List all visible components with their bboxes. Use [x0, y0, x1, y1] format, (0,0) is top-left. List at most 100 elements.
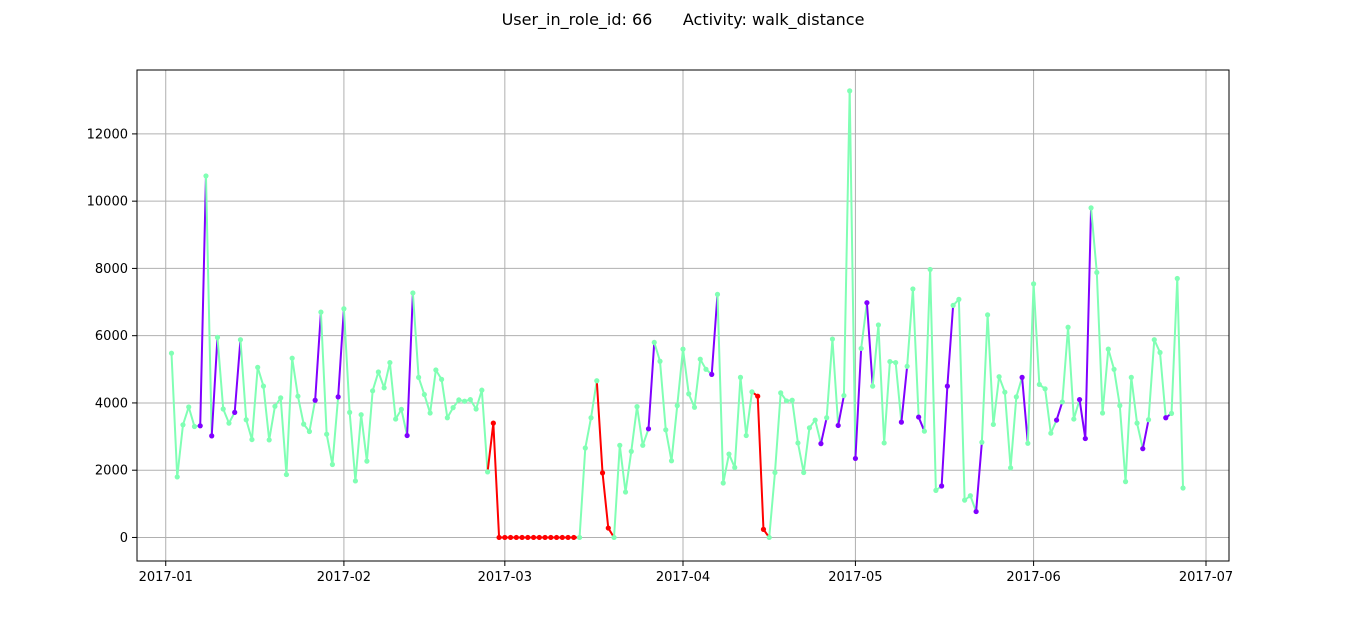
data-point	[611, 534, 617, 541]
series-segment	[814, 419, 822, 445]
series-segment	[262, 385, 271, 441]
series-segment	[1095, 271, 1104, 415]
series-segment	[1044, 387, 1052, 435]
series-segment	[957, 298, 966, 502]
x-axis: 2017-01 2017-02 2017-03 2017-04 2017-05 2017-…	[139, 561, 1233, 585]
data-point	[755, 393, 761, 399]
series-segment	[975, 441, 983, 513]
data-point	[950, 302, 956, 309]
series-segment	[1084, 206, 1093, 440]
data-point	[312, 397, 318, 403]
series-segment	[716, 293, 725, 484]
data-point	[1076, 396, 1083, 403]
data-point	[933, 487, 939, 493]
data-point	[617, 442, 623, 448]
data-point	[525, 534, 531, 541]
data-point	[180, 422, 186, 428]
series-segment	[256, 366, 265, 388]
series-segment	[1170, 277, 1179, 415]
data-point	[841, 392, 847, 399]
data-point	[939, 483, 945, 489]
series-segment	[998, 375, 1006, 394]
series-segment	[291, 357, 299, 398]
series-segment	[877, 323, 886, 444]
data-point	[985, 312, 991, 318]
series-segment	[1003, 391, 1012, 469]
series-segment	[1015, 376, 1024, 398]
data-point	[852, 455, 859, 462]
y-tick-label: 6000	[95, 329, 128, 344]
data-point	[318, 309, 324, 315]
data-point	[818, 441, 824, 447]
series-segment	[337, 307, 345, 398]
series-segment	[406, 291, 414, 437]
data-point	[640, 442, 646, 448]
series-segment	[342, 307, 351, 414]
series-segment	[584, 416, 593, 450]
data-point	[1071, 416, 1077, 422]
y-tick-label: 2000	[95, 464, 128, 479]
series-segment	[980, 313, 989, 444]
data-point	[1053, 417, 1060, 423]
data-point	[634, 404, 640, 410]
data-point	[944, 383, 950, 389]
series-segment	[624, 450, 633, 494]
data-point	[835, 422, 841, 429]
data-point	[439, 376, 445, 382]
series-segment	[480, 389, 489, 473]
data-point	[801, 469, 807, 476]
data-point	[306, 428, 313, 435]
data-point	[870, 383, 876, 389]
series-segment	[900, 365, 909, 424]
data-point	[513, 534, 519, 541]
series-segment	[1009, 395, 1018, 469]
y-tick-label: 4000	[95, 396, 128, 411]
data-point	[921, 428, 927, 434]
series-segment	[992, 375, 1001, 426]
data-point	[1134, 420, 1140, 426]
data-point	[783, 398, 790, 404]
x-tick-label: 2017-05	[828, 570, 882, 585]
data-point	[329, 461, 336, 468]
data-point	[186, 404, 192, 410]
data-point	[530, 534, 537, 541]
series-segment	[653, 341, 662, 363]
data-point	[824, 415, 830, 421]
series-segment	[768, 471, 776, 539]
series-segment	[268, 405, 276, 441]
series-segment	[618, 444, 627, 494]
data-point	[301, 421, 307, 427]
series-segment	[1136, 422, 1144, 450]
data-point	[220, 406, 226, 412]
data-point	[1025, 440, 1031, 446]
series-segment	[1067, 326, 1075, 421]
data-point	[1088, 205, 1094, 211]
series-segment	[825, 338, 834, 419]
series-segment	[216, 336, 225, 410]
data-point	[427, 410, 433, 416]
data-point	[582, 445, 588, 451]
data-point	[1128, 374, 1134, 380]
series-segment	[1026, 282, 1035, 445]
data-point	[973, 508, 979, 515]
data-point	[726, 451, 732, 457]
x-tick-label: 2017-04	[656, 570, 710, 585]
data-point	[260, 383, 267, 389]
x-tick-label: 2017-03	[478, 570, 532, 585]
series-segment	[733, 376, 742, 469]
series-segment	[1118, 404, 1127, 483]
series-segment	[641, 427, 650, 447]
series-segment	[331, 395, 340, 466]
data-point	[680, 346, 686, 352]
data-point	[910, 286, 916, 292]
data-point	[272, 403, 278, 409]
data-point	[1082, 435, 1088, 442]
series-segment	[308, 399, 317, 433]
series-segment	[773, 391, 782, 474]
series-segment	[1113, 368, 1121, 407]
series-segment	[911, 287, 920, 419]
series-segment	[595, 379, 604, 474]
data-point	[203, 173, 209, 179]
series-segment	[590, 379, 598, 419]
data-point	[347, 409, 353, 415]
